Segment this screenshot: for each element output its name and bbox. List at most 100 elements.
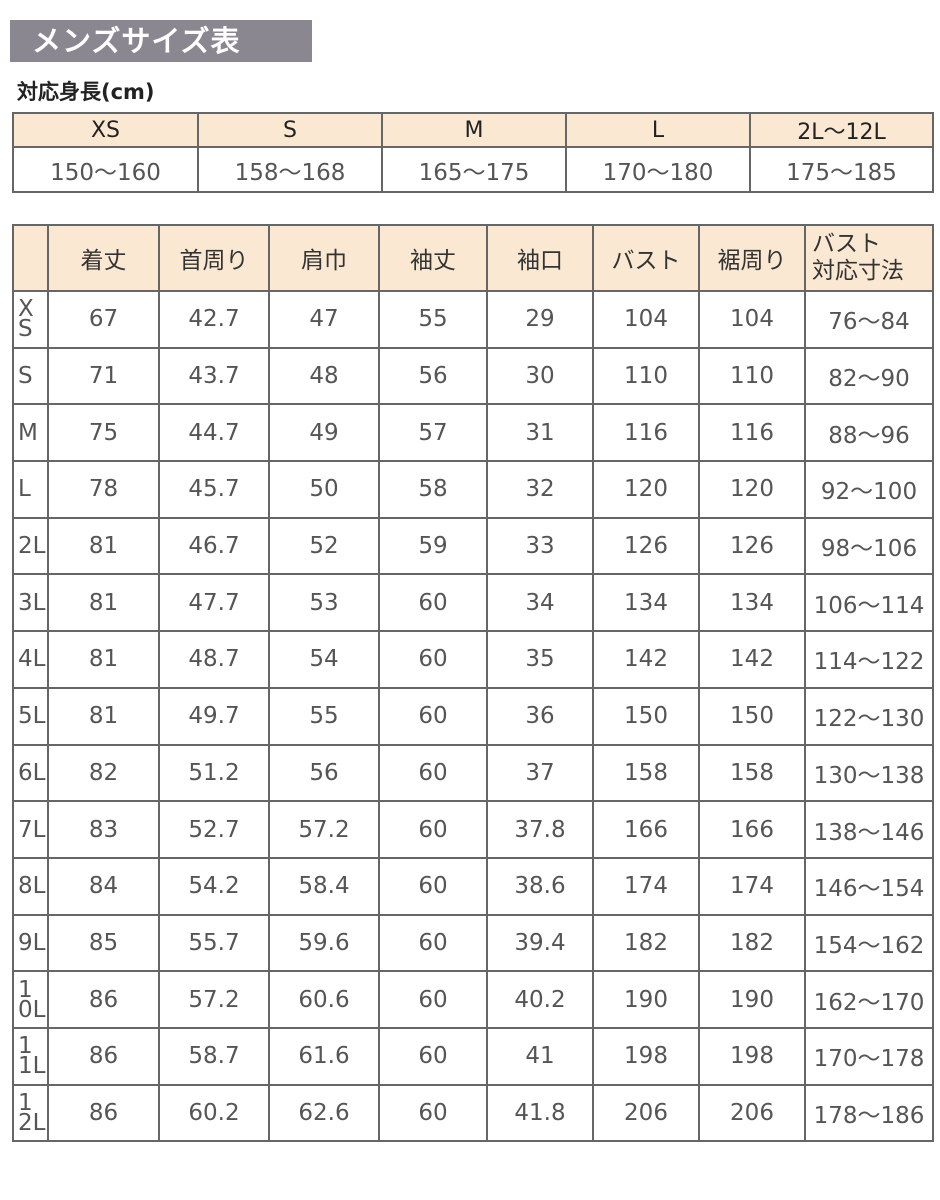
column-header: 肩巾	[268, 224, 380, 292]
size-table-header: 着丈 首周り 肩巾 袖丈 袖口 バスト 裾周り バスト 対応寸法	[12, 224, 934, 292]
table-cell: 56	[378, 346, 488, 406]
table-cell: 58.7	[158, 1026, 270, 1086]
table-cell: 53	[268, 573, 380, 633]
table-cell: 174	[698, 856, 806, 916]
table-cell: 81	[47, 516, 160, 576]
table-cell: 59.6	[268, 913, 380, 973]
table-cell: 50	[268, 460, 380, 519]
table-cell: 51.2	[158, 743, 270, 803]
table-row: L 78 45.7 50 58 32 120 120 92〜100	[12, 460, 934, 519]
table-cell: 98〜106	[804, 516, 934, 576]
size-label: 12L	[12, 1083, 49, 1143]
table-cell: 134	[698, 573, 806, 633]
table-row: XS 67 42.7 47 55 29 104 104 76〜84	[12, 290, 934, 349]
table-cell: 150	[698, 686, 806, 746]
table-cell: 126	[592, 516, 700, 576]
table-cell: 57.2	[268, 800, 380, 859]
column-header-bust-range: バスト 対応寸法	[804, 224, 934, 292]
table-cell: 83	[47, 800, 160, 859]
page-title: メンズサイズ表	[10, 20, 312, 62]
column-header-line: バスト	[812, 231, 881, 257]
table-row: M 75 44.7 49 57 31 116 116 88〜96	[12, 403, 934, 463]
table-cell: 58.4	[268, 856, 380, 916]
column-header: 袖口	[486, 224, 594, 292]
table-row: 12L 86 60.2 62.6 60 41.8 206 206 178〜186	[12, 1083, 934, 1143]
size-label: 8L	[12, 856, 49, 916]
table-cell: 60	[378, 743, 488, 803]
table-row: 6L 82 51.2 56 60 37 158 158 130〜138	[12, 743, 934, 803]
table-cell: 150	[592, 686, 700, 746]
table-cell: 120	[698, 460, 806, 519]
table-row: 4L 81 48.7 54 60 35 142 142 114〜122	[12, 630, 934, 689]
table-cell: 32	[486, 460, 594, 519]
table-cell: 154〜162	[804, 913, 934, 973]
column-header: 首周り	[158, 224, 270, 292]
column-header: 袖丈	[378, 224, 488, 292]
table-cell: 206	[592, 1083, 700, 1143]
table-cell: 48.7	[158, 630, 270, 689]
table-cell: 60	[378, 686, 488, 746]
table-cell: 158	[592, 743, 700, 803]
table-cell: 62.6	[268, 1083, 380, 1143]
table-cell: 49	[268, 403, 380, 463]
table-cell: 46.7	[158, 516, 270, 576]
table-cell: 31	[486, 403, 594, 463]
table-cell: 60.6	[268, 970, 380, 1029]
table-cell: 71	[47, 346, 160, 406]
table-cell: 33	[486, 516, 594, 576]
table-cell: 86	[47, 1083, 160, 1143]
table-cell: 52	[268, 516, 380, 576]
table-cell: 57	[378, 403, 488, 463]
size-label: 11L	[12, 1026, 49, 1086]
table-cell: 190	[698, 970, 806, 1029]
table-cell: 110	[698, 346, 806, 406]
size-label: 7L	[12, 800, 49, 859]
table-cell: 146〜154	[804, 856, 934, 916]
height-range-cell: 158〜168	[197, 146, 383, 193]
size-label: 3L	[12, 573, 49, 633]
table-cell: 116	[698, 403, 806, 463]
table-cell: 142	[592, 630, 700, 689]
table-cell: 60	[378, 970, 488, 1029]
table-cell: 37.8	[486, 800, 594, 859]
column-header: 裾周り	[698, 224, 806, 292]
table-cell: 43.7	[158, 346, 270, 406]
height-size-header: M	[381, 112, 567, 148]
table-row: 5L 81 49.7 55 60 36 150 150 122〜130	[12, 686, 934, 746]
table-cell: 60	[378, 856, 488, 916]
table-cell: 49.7	[158, 686, 270, 746]
table-cell: 104	[698, 290, 806, 349]
table-cell: 36	[486, 686, 594, 746]
table-cell: 56	[268, 743, 380, 803]
table-cell: 182	[698, 913, 806, 973]
table-cell: 114〜122	[804, 630, 934, 689]
table-cell: 54.2	[158, 856, 270, 916]
table-cell: 116	[592, 403, 700, 463]
size-label: L	[12, 460, 49, 519]
table-cell: 126	[698, 516, 806, 576]
table-cell: 120	[592, 460, 700, 519]
table-cell: 58	[378, 460, 488, 519]
table-cell: 198	[698, 1026, 806, 1086]
size-table: 着丈 首周り 肩巾 袖丈 袖口 バスト 裾周り バスト 対応寸法 XS 67 42.7 47 55 29 10…	[12, 224, 934, 1143]
corner-cell	[12, 224, 49, 292]
table-cell: 55.7	[158, 913, 270, 973]
table-cell: 60	[378, 1026, 488, 1086]
table-cell: 88〜96	[804, 403, 934, 463]
table-cell: 178〜186	[804, 1083, 934, 1143]
table-cell: 38.6	[486, 856, 594, 916]
table-cell: 138〜146	[804, 800, 934, 859]
table-cell: 67	[47, 290, 160, 349]
table-cell: 85	[47, 913, 160, 973]
table-cell: 170〜178	[804, 1026, 934, 1086]
table-cell: 86	[47, 1026, 160, 1086]
table-row: 11L 86 58.7 61.6 60 41 198 198 170〜178	[12, 1026, 934, 1086]
table-cell: 29	[486, 290, 594, 349]
table-cell: 82〜90	[804, 346, 934, 406]
size-label: 6L	[12, 743, 49, 803]
table-cell: 60	[378, 913, 488, 973]
table-row: 9L 85 55.7 59.6 60 39.4 182 182 154〜162	[12, 913, 934, 973]
table-cell: 78	[47, 460, 160, 519]
size-label: M	[12, 403, 49, 463]
table-cell: 166	[698, 800, 806, 859]
